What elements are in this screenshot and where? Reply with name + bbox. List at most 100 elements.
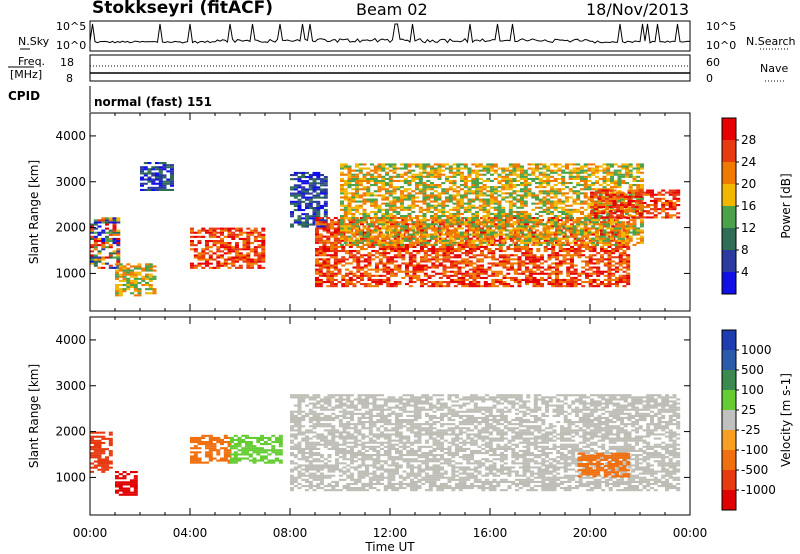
echo-cell [456, 237, 461, 240]
echo-cell [386, 272, 391, 275]
echo-cell [531, 171, 536, 174]
echo-cell [411, 169, 416, 172]
echo-cell [487, 241, 492, 244]
echo-cell [448, 179, 453, 182]
echo-cell [565, 237, 569, 240]
echo-cell [476, 274, 481, 277]
echo-cell [583, 165, 588, 168]
echo-cell [326, 254, 331, 257]
echo-cell [415, 231, 419, 234]
echo-cell [392, 202, 397, 205]
echo-cell [542, 210, 547, 213]
echo-cell [412, 260, 417, 263]
echo-cell [386, 256, 391, 259]
echo-cell [565, 235, 569, 238]
echo-cell [450, 248, 454, 251]
echo-cell [315, 254, 319, 257]
echo-cell [433, 175, 438, 178]
echo-cell [636, 233, 641, 236]
echo-cell [628, 194, 633, 197]
echo-cell [448, 186, 453, 189]
echo-cell [438, 272, 443, 275]
echo-cell [493, 171, 498, 174]
echo-cell [385, 198, 389, 201]
echo-cell [340, 184, 344, 187]
echo-cell [322, 245, 327, 248]
echo-cell [501, 175, 506, 178]
echo-cell [412, 281, 417, 284]
echo-cell [580, 212, 584, 215]
echo-cell [636, 188, 641, 191]
echo-cell [587, 212, 592, 215]
echo-cell [565, 186, 569, 189]
echo-cell [482, 184, 487, 187]
echo-cell [568, 215, 573, 218]
echo-cell [90, 225, 94, 228]
echo-cell [362, 167, 367, 170]
echo-cell [471, 190, 476, 193]
echo-cell [412, 276, 417, 279]
echo-cell [491, 252, 496, 255]
echo-cell [351, 233, 356, 236]
echo-cell [583, 177, 588, 180]
echo-cell [587, 204, 592, 207]
echo-cell [535, 167, 539, 170]
echo-cell [162, 168, 167, 171]
echo-cell [521, 245, 526, 248]
echo-cell [532, 241, 537, 244]
echo-cell [542, 173, 547, 176]
echo-cell [646, 210, 651, 213]
echo-cell [510, 237, 514, 240]
echo-cell [486, 227, 491, 230]
echo-cell [475, 215, 479, 218]
echo-cell [546, 231, 551, 234]
echo-cell [512, 179, 517, 182]
echo-cell [367, 256, 372, 259]
echo-cell [407, 169, 412, 172]
echo-cell [561, 243, 566, 246]
echo-cell [528, 278, 533, 281]
echo-cell [377, 175, 382, 178]
echo-cell [341, 264, 346, 267]
echo-cell [553, 165, 558, 168]
echo-cell [205, 242, 209, 245]
echo-cell [412, 256, 417, 259]
echo-cell [220, 254, 224, 257]
echo-cell [293, 202, 298, 205]
echo-cell [611, 260, 616, 263]
echo-cell [613, 229, 618, 232]
echo-cell [532, 270, 537, 273]
echo-cell [513, 268, 518, 271]
echo-cell [546, 182, 551, 185]
echo-cell [550, 210, 554, 213]
echo-cell [598, 227, 603, 230]
echo-cell [565, 215, 569, 218]
echo-cell [408, 281, 413, 284]
echo-cell [362, 210, 367, 213]
echo-cell [596, 272, 601, 275]
echo-cell [513, 254, 518, 257]
echo-cell [293, 186, 298, 189]
echo-cell [378, 227, 383, 230]
echo-cell [416, 262, 421, 265]
echo-cell [400, 206, 404, 209]
echo-cell [445, 241, 449, 244]
echo-cell [308, 196, 313, 199]
echo-cell [472, 272, 477, 275]
echo-cell [323, 200, 328, 203]
echo-cell [390, 256, 394, 259]
echo-cell [381, 212, 386, 215]
echo-cell [315, 268, 319, 271]
echo-cell [381, 167, 386, 170]
echo-cell [407, 239, 412, 242]
echo-cell [612, 204, 617, 207]
echo-cell [603, 250, 608, 253]
echo-cell [516, 237, 521, 240]
echo-cell [347, 217, 352, 220]
echo-cell [576, 233, 581, 236]
echo-cell [312, 182, 317, 185]
echo-cell [193, 248, 198, 251]
echo-cell [561, 237, 566, 240]
echo-cell [631, 206, 636, 209]
echo-cell [535, 212, 539, 215]
